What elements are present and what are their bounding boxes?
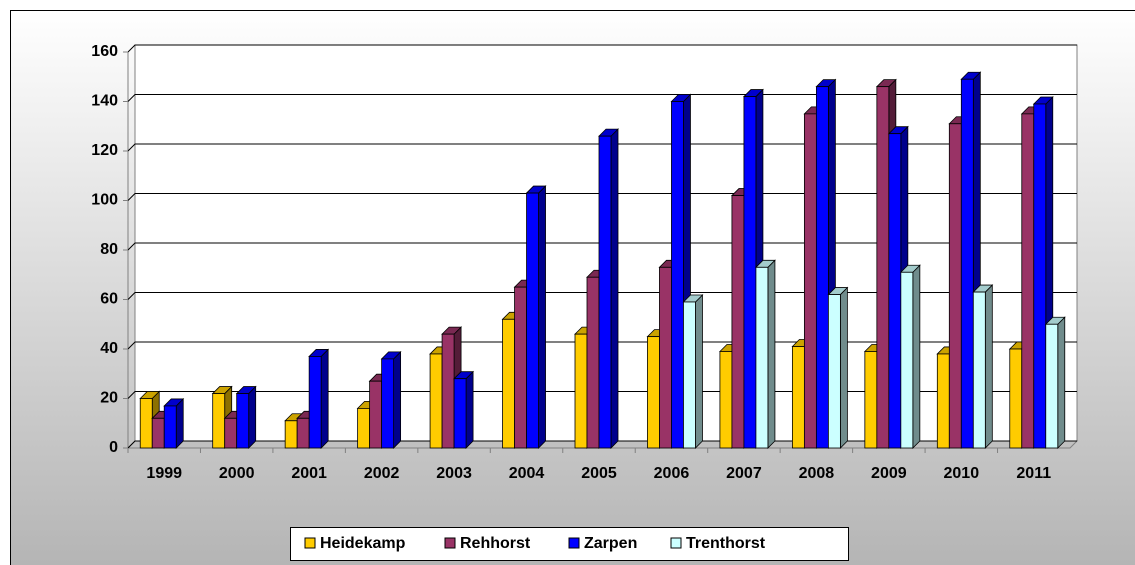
bar-side	[538, 185, 546, 449]
grid-line	[127, 44, 1077, 53]
bar-side	[767, 259, 776, 449]
bar-side	[248, 385, 257, 449]
y-tick-label: 140	[91, 93, 118, 110]
bar	[139, 398, 153, 449]
bar	[671, 101, 684, 449]
bar	[936, 353, 950, 449]
bar	[284, 420, 298, 449]
bar-side	[610, 128, 619, 449]
legend-swatch	[670, 537, 682, 549]
bar	[357, 407, 371, 449]
bar-side	[175, 397, 184, 449]
bar-side	[320, 348, 329, 449]
bar	[586, 276, 600, 449]
x-tick-label: 1999	[146, 465, 182, 482]
legend-swatch	[568, 537, 580, 549]
bar	[888, 133, 902, 449]
x-tick-label: 2001	[291, 465, 327, 482]
x-tick-label: 2011	[1016, 465, 1051, 482]
bar-side	[393, 350, 402, 449]
bar	[755, 266, 769, 449]
bar	[441, 333, 455, 449]
bar	[163, 405, 177, 449]
bar-side	[695, 294, 703, 449]
bar	[429, 353, 443, 449]
bar	[151, 417, 165, 449]
y-tick-label: 40	[100, 340, 118, 357]
bar	[827, 294, 841, 449]
legend-swatch	[304, 537, 316, 549]
bar	[972, 291, 986, 449]
legend-label: Heidekamp	[320, 535, 406, 552]
bar	[514, 286, 527, 449]
bar	[224, 417, 238, 449]
bar	[381, 358, 395, 449]
bar	[731, 195, 745, 449]
bar	[647, 336, 660, 449]
x-tick-label: 2005	[581, 465, 617, 482]
bar	[876, 86, 890, 449]
bar	[960, 78, 974, 449]
bar	[1021, 113, 1035, 449]
bar	[296, 417, 310, 449]
y-tick-label: 20	[100, 390, 118, 407]
bar	[453, 378, 467, 449]
bar	[791, 346, 805, 449]
bar-side	[912, 264, 921, 449]
bar	[502, 318, 515, 449]
legend-swatch	[444, 537, 456, 549]
x-tick-label: 2010	[944, 465, 980, 482]
bar-side	[839, 286, 848, 449]
legend-label: Zarpen	[584, 535, 637, 552]
bar	[683, 301, 696, 449]
bar	[574, 333, 588, 449]
y-tick-label: 100	[91, 192, 118, 209]
bar	[948, 123, 962, 449]
bar	[308, 356, 322, 449]
y-tick-label: 80	[100, 241, 118, 258]
bar	[212, 393, 226, 449]
x-tick-label: 2009	[871, 465, 907, 482]
y-tick-label: 0	[109, 439, 118, 456]
x-tick-label: 2002	[364, 465, 400, 482]
bar-side	[465, 370, 474, 449]
bar	[236, 393, 250, 449]
bar	[803, 113, 817, 449]
bar	[1045, 323, 1059, 449]
y-tick-label: 120	[91, 142, 118, 159]
bar	[526, 192, 539, 449]
bar	[1033, 103, 1047, 449]
x-tick-label: 2006	[654, 465, 690, 482]
bar	[743, 96, 757, 449]
bar	[659, 266, 672, 449]
legend-label: Rehhorst	[460, 535, 531, 552]
bar	[900, 271, 914, 449]
legend-label: Trenthorst	[686, 535, 766, 552]
bar	[864, 351, 878, 449]
bar-side	[984, 284, 993, 449]
bar	[719, 351, 733, 449]
y-tick-label: 60	[100, 291, 118, 308]
x-tick-label: 2007	[726, 465, 762, 482]
x-tick-label: 2008	[799, 465, 835, 482]
y-tick-label: 160	[91, 43, 118, 60]
bar	[815, 86, 829, 449]
bar-side	[1057, 316, 1066, 449]
bar	[369, 380, 383, 449]
x-tick-label: 2003	[436, 465, 472, 482]
bar	[598, 135, 612, 449]
x-tick-label: 2000	[219, 465, 255, 482]
bar	[1009, 348, 1023, 449]
x-tick-label: 2004	[509, 465, 545, 482]
